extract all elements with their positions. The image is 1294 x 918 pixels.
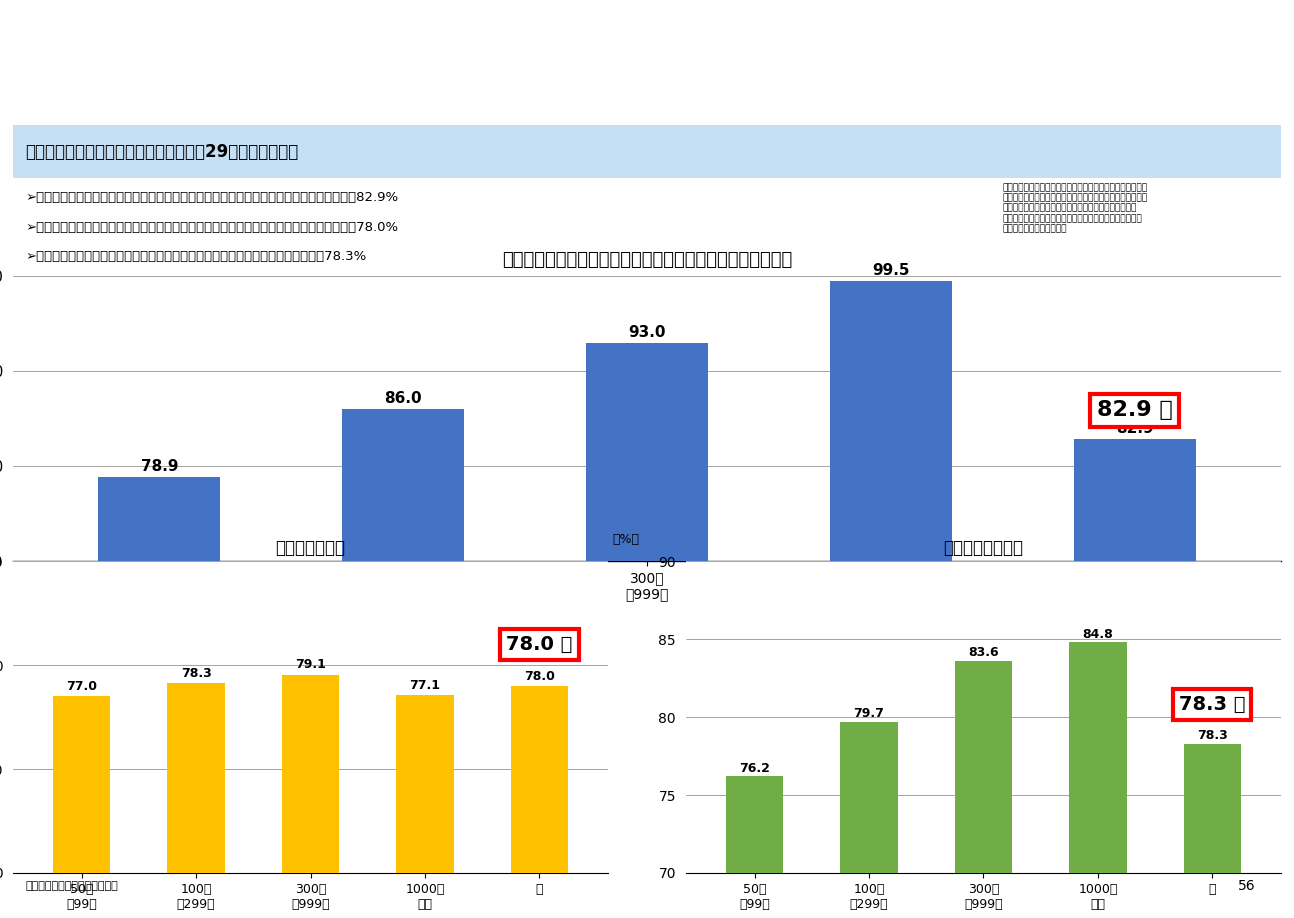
Bar [829, 281, 952, 561]
Bar [396, 695, 454, 873]
Text: メンタルヘルスケアに関する周知・啓発の実施: メンタルヘルスケアに関する周知・啓発の実施 [524, 94, 770, 112]
Text: ➢ストレスチェック実施事業場の労働者のうち、ストレスチェックを受けた労働者の割合：78.0%: ➢ストレスチェック実施事業場の労働者のうち、ストレスチェックを受けた労働者の割合… [26, 221, 399, 234]
FancyBboxPatch shape [13, 125, 1281, 178]
Text: 93.0: 93.0 [629, 325, 665, 340]
Bar [955, 661, 1012, 873]
Text: 82.9: 82.9 [1115, 420, 1153, 436]
Text: 99.5: 99.5 [872, 263, 910, 278]
Bar [282, 675, 339, 873]
Text: 79.1: 79.1 [295, 658, 326, 671]
Bar [840, 722, 898, 873]
Bar [726, 777, 783, 873]
Title: ストレスチェック制度の実施義務対象事業場における実施率: ストレスチェック制度の実施義務対象事業場における実施率 [502, 252, 792, 269]
Bar [167, 683, 225, 873]
Text: 78.0: 78.0 [524, 670, 555, 683]
Text: 56: 56 [1238, 879, 1255, 893]
Text: 83.6: 83.6 [968, 646, 999, 659]
Bar [53, 697, 110, 873]
Text: ストレスチェック制度の実施状況（平成29年６月末時点）: ストレスチェック制度の実施状況（平成29年６月末時点） [26, 143, 299, 162]
Bar [1069, 643, 1127, 873]
Title: 労働者の受検率: 労働者の受検率 [276, 539, 345, 557]
Text: ➢ストレスチェック制度の実施義務対象事業場における、ストレスチェック制度の実施率：82.9%: ➢ストレスチェック制度の実施義務対象事業場における、ストレスチェック制度の実施率… [26, 191, 399, 204]
Text: 82.9 ％: 82.9 ％ [1097, 400, 1172, 420]
Text: 78.3: 78.3 [181, 666, 211, 679]
Bar [98, 476, 220, 561]
Text: 78.3 ％: 78.3 ％ [1179, 695, 1246, 714]
Text: 76.2: 76.2 [739, 762, 770, 775]
Text: （資料出所）：厚生労働省調べ: （資料出所）：厚生労働省調べ [26, 881, 118, 891]
Title: 集団分析の実施率: 集団分析の実施率 [943, 539, 1024, 557]
Text: 86.0: 86.0 [384, 391, 422, 407]
Bar [1184, 744, 1241, 873]
Text: 79.7: 79.7 [854, 707, 884, 721]
Text: 77.0: 77.0 [66, 680, 97, 693]
Y-axis label: （%）: （%） [613, 532, 639, 545]
Bar [1074, 439, 1196, 561]
Text: （注）集団分析とは、ストレスチェックの結果を職場や部署
単位で集計・分析し、職場ごとのストレスの状況を把握する
こと。集団分析の結果を、業務内容や労働時間などの: （注）集団分析とは、ストレスチェックの結果を職場や部署 単位で集計・分析し、職場… [1002, 183, 1148, 233]
Bar [511, 686, 568, 873]
Text: 84.8: 84.8 [1083, 628, 1113, 641]
Text: 第４章　過労死等の防止のための対策の実施状況　第３節　啓発: 第４章 過労死等の防止のための対策の実施状況 第３節 啓発 [50, 33, 487, 57]
Text: ➢ストレスチェック実施事業場のうち、集団分析（注）を実施した事業場の割合：78.3%: ➢ストレスチェック実施事業場のうち、集団分析（注）を実施した事業場の割合：78.… [26, 250, 367, 263]
Text: 78.9: 78.9 [141, 459, 179, 474]
Text: 78.0 ％: 78.0 ％ [506, 635, 573, 654]
Bar [342, 409, 465, 561]
Bar [586, 342, 708, 561]
Text: 77.1: 77.1 [409, 679, 440, 692]
Text: 78.3: 78.3 [1197, 729, 1228, 742]
